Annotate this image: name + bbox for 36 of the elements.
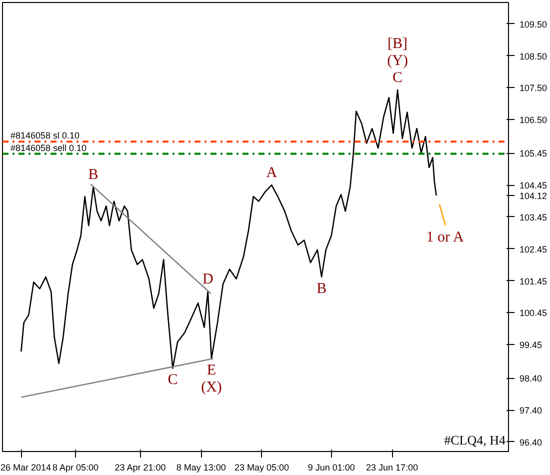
y-tick-label: 97.40 (520, 406, 542, 416)
annotation: C (168, 372, 178, 388)
annotation: (X) (201, 380, 222, 396)
annotation: B (316, 280, 327, 297)
y-tick-label: 106.50 (520, 115, 548, 126)
y-tick-label: 103.45 (520, 212, 548, 222)
x-tick-label: 9 Jun 01:00 (308, 462, 355, 472)
y-tick-label: 98.40 (520, 374, 542, 384)
annotation: (Y) (387, 52, 408, 69)
x-tick-label: 26 Mar 2014 (0, 462, 52, 472)
y-tick-label: 105.45 (520, 148, 548, 159)
y-tick-label: 102.45 (520, 244, 548, 254)
y-tick-label: 109.50 (520, 19, 548, 30)
y-tick-label: 101.45 (520, 276, 548, 286)
y-tick-label: 107.50 (520, 83, 548, 94)
x-tick-label: 23 May 05:00 (234, 462, 290, 472)
y-tick-label: 104.12 (520, 191, 548, 202)
annotation: D (202, 272, 214, 288)
annotation: 1 or A (426, 230, 464, 246)
annotation: #CLQ4, H4 (444, 432, 506, 448)
x-tick-label: 23 Apr 21:00 (114, 462, 166, 472)
y-tick-label: 104.45 (520, 180, 548, 191)
annotation: [B] (388, 36, 408, 52)
x-tick-label: 8 May 13:00 (176, 462, 226, 472)
y-tick-label: 100.45 (520, 308, 548, 318)
ref-line-label: #8146058 sell 0.10 (10, 142, 87, 153)
y-tick-label: 108.50 (520, 51, 548, 62)
x-tick-label: 23 Jun 17:00 (366, 462, 418, 472)
y-tick-label: 96.40 (520, 437, 542, 448)
y-tick-label: 99.45 (520, 340, 542, 350)
annotation: C (392, 70, 403, 86)
ref-line-label: #8146058 sl 0.10 (10, 130, 80, 141)
x-tick-label: 8 Apr 05:00 (52, 462, 98, 472)
annotation: A (266, 165, 278, 182)
annotation: B (88, 166, 98, 183)
annotation: E (206, 362, 216, 379)
